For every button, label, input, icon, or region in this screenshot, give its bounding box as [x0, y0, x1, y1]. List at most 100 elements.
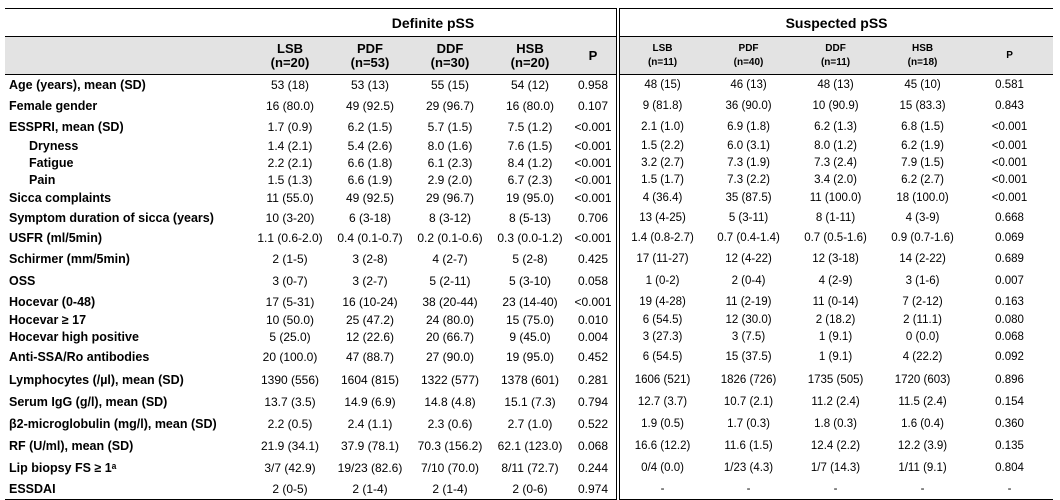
- table-row: Lip biopsy FS ≥ 1ᵃ 3/7 (42.9) 19/23 (82.6)…: [5, 456, 1053, 479]
- suspected-cell: 0/4 (0.0): [616, 456, 706, 479]
- suspected-cell: 4 (2-9): [818, 274, 853, 287]
- definite-cell: 0.281: [578, 372, 609, 387]
- definite-cell: 2.4 (1.1): [347, 416, 393, 431]
- definite-cell: 8.0 (1.6): [427, 139, 473, 153]
- column-header-count: (n=30): [430, 54, 470, 70]
- suspected-cell: 6 (54.5): [616, 345, 706, 369]
- definite-cell: 24 (80.0): [425, 313, 475, 327]
- definite-cell: 47 (88.7): [345, 350, 395, 364]
- group-header-suspected: Suspected pSS: [616, 8, 1054, 37]
- column-header-right-pdf: PDF (n=40): [705, 36, 793, 75]
- suspected-cell: 0.163: [995, 295, 1024, 308]
- suspected-cell: 1 (9.1): [818, 351, 853, 363]
- suspected-cell: <0.001: [991, 121, 1028, 133]
- definite-cell: 25 (47.2): [345, 313, 395, 327]
- suspected-cell: 12.2 (3.9): [897, 439, 948, 452]
- definite-cell: 5.4 (2.6): [347, 139, 393, 153]
- definite-cell: 7/10 (70.0): [420, 460, 480, 475]
- suspected-cell: 11 (100.0): [809, 192, 862, 204]
- suspected-cell: 1 (9.1): [818, 331, 853, 343]
- definite-cell: 15.1 (7.3): [504, 394, 556, 409]
- column-header-label: PDF: [738, 42, 759, 54]
- definite-cell: 1322 (577): [420, 372, 480, 387]
- definite-cell: 0.107: [578, 99, 609, 113]
- column-header-blank: [5, 36, 250, 75]
- table-row: ESSDAI 2 (0-5) 2 (1-4) 2 (1-4) 2 (0-6) 0.974-…: [5, 478, 1054, 500]
- suspected-cell: 12.7 (3.7): [616, 390, 706, 413]
- row-label: Pain: [29, 173, 56, 187]
- definite-cell: 2.9 (2.0): [427, 173, 473, 187]
- definite-cell: 2 (1-4): [330, 478, 410, 500]
- suspected-cell: 3 (1-6): [905, 274, 940, 287]
- column-header-count: (n=11): [647, 56, 678, 68]
- suspected-cell: 12 (3-18): [812, 252, 859, 265]
- definite-cell: 37.9 (78.1): [340, 438, 400, 453]
- row-label: Schirmer (mm/5min): [9, 251, 130, 266]
- suspected-cell: 0.668: [995, 211, 1024, 224]
- definite-cell: 1390 (556): [260, 372, 320, 387]
- suspected-cell: 1/11 (9.1): [898, 461, 947, 474]
- table-row: Sicca complaints 11 (55.0) 49 (92.5) 29 (96…: [5, 188, 1053, 208]
- suspected-cell: 2 (11.1): [903, 314, 942, 326]
- suspected-cell: 5 (3-11): [728, 211, 769, 224]
- table-row: Anti-SSA/Ro antibodies 20 (100.0) 47 (88.7…: [5, 345, 1053, 369]
- definite-cell: 17 (5-31): [265, 294, 315, 309]
- suspected-cell: -: [966, 478, 1054, 500]
- definite-cell: 2 (0-5): [250, 478, 330, 500]
- definite-cell: 19/23 (82.6): [337, 460, 403, 475]
- suspected-cell: 0.135: [995, 439, 1024, 452]
- suspected-cell: -: [879, 478, 967, 500]
- suspected-cell: 0.7 (0.4-1.4): [717, 231, 780, 244]
- row-label: ESSPRI, mean (SD): [9, 120, 124, 134]
- definite-cell: 16 (10-24): [342, 294, 398, 309]
- suspected-cell: 35 (87.5): [725, 192, 772, 204]
- table-body: Age (years), mean (SD) 53 (18) 53 (13) 55 (…: [5, 74, 1054, 500]
- definite-cell: 29 (96.7): [425, 191, 475, 205]
- definite-cell: 5 (3-10): [508, 273, 552, 288]
- definite-cell: 20 (66.7): [425, 330, 475, 344]
- table-row: Hocevar (0-48) 17 (5-31) 16 (10-24) 38 (20-…: [5, 291, 1053, 312]
- definite-cell: 38 (20-44): [422, 294, 478, 309]
- definite-cell: <0.001: [574, 156, 612, 170]
- definite-cell: 0.425: [578, 251, 609, 266]
- definite-cell: 5 (2-8): [512, 251, 548, 266]
- suspected-cell: 2.1 (1.0): [616, 116, 706, 138]
- suspected-cell: 0.360: [995, 417, 1024, 430]
- suspected-cell: 0.804: [995, 461, 1024, 474]
- suspected-cell: <0.001: [991, 140, 1028, 152]
- suspected-cell: 12.4 (2.2): [810, 439, 861, 452]
- suspected-cell: 14 (2-22): [899, 252, 946, 265]
- definite-cell: 0.2 (0.1-0.6): [417, 230, 483, 245]
- suspected-cell: 3 (7.5): [731, 331, 766, 343]
- suspected-cell: 0.7 (0.5-1.6): [804, 231, 867, 244]
- row-label: Hocevar (0-48): [9, 294, 96, 309]
- column-header-left-lsb: LSB (n=20): [250, 36, 330, 75]
- definite-cell: 49 (92.5): [345, 99, 395, 113]
- definite-cell: 8 (5-13): [508, 210, 552, 225]
- definite-cell: 0.3 (0.0-1.2): [497, 230, 563, 245]
- definite-cell: 53 (13): [350, 78, 390, 93]
- column-header-left-hsb: HSB (n=20): [490, 36, 570, 75]
- suspected-cell: 12 (4-22): [725, 252, 772, 265]
- definite-cell: 0.452: [578, 350, 609, 364]
- definite-cell: 11 (55.0): [266, 191, 314, 205]
- table-row: Female gender 16 (80.0) 49 (92.5) 29 (96.7)…: [5, 95, 1053, 117]
- group-header-row: Definite pSS Suspected pSS: [5, 8, 1054, 37]
- suspected-cell: 1720 (603): [894, 373, 951, 386]
- definite-cell: 0.522: [578, 416, 609, 431]
- suspected-cell: 16.6 (12.2): [616, 434, 706, 457]
- suspected-cell: 10.7 (2.1): [723, 395, 774, 408]
- suspected-cell: 7.3 (1.9): [727, 157, 770, 169]
- row-label: Symptom duration of sicca (years): [9, 210, 214, 225]
- definite-cell: 6 (3-18): [348, 210, 392, 225]
- suspected-cell: 0.007: [995, 274, 1024, 287]
- definite-cell: 53 (18): [270, 78, 310, 93]
- definite-cell: 0.244: [578, 460, 609, 475]
- definite-cell: 6.2 (1.5): [347, 120, 393, 134]
- definite-cell: 6.1 (2.3): [427, 156, 473, 170]
- suspected-cell: 2 (18.2): [815, 314, 856, 326]
- definite-cell: <0.001: [574, 173, 612, 187]
- column-header-count: (n=18): [907, 56, 938, 68]
- definite-cell: 0.010: [578, 313, 609, 327]
- suspected-cell: 7.3 (2.4): [814, 157, 857, 169]
